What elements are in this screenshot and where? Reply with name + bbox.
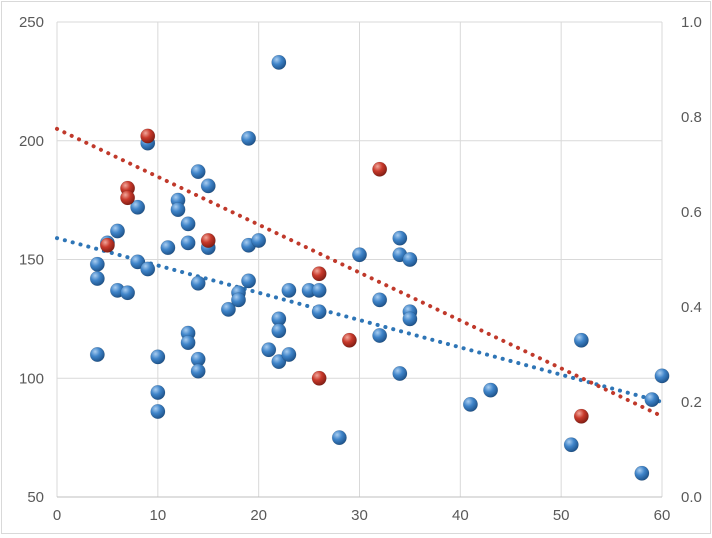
data-point-series-1 — [462, 396, 478, 412]
data-point-series-1 — [180, 216, 196, 232]
data-point-series-1 — [190, 164, 206, 180]
data-point-series-1 — [251, 233, 267, 249]
data-point-series-1 — [180, 335, 196, 351]
data-point-series-1 — [120, 285, 136, 301]
data-point-series-2 — [573, 408, 589, 424]
x-tick-label: 10 — [149, 507, 166, 524]
data-point-series-1 — [150, 384, 166, 400]
data-point-series-1 — [190, 275, 206, 291]
grid-lines — [56, 21, 663, 498]
data-point-series-1 — [200, 178, 216, 194]
data-point-series-1 — [89, 346, 105, 362]
y-tick-label: 200 — [19, 133, 44, 150]
y-tick-label: 50 — [27, 489, 44, 506]
y2-tick-label: 0.6 — [681, 204, 702, 221]
y-tick-label: 250 — [19, 14, 44, 31]
x-tick-label: 60 — [654, 507, 671, 524]
data-point-series-1 — [311, 282, 327, 298]
data-point-series-1 — [392, 230, 408, 246]
data-point-series-1 — [110, 223, 126, 239]
x-tick-label: 0 — [53, 507, 61, 524]
data-point-series-1 — [190, 363, 206, 379]
data-point-series-2 — [99, 237, 115, 253]
data-point-series-1 — [130, 199, 146, 215]
data-point-series-1 — [281, 346, 297, 362]
data-point-series-2 — [200, 233, 216, 249]
data-point-series-1 — [241, 273, 257, 289]
data-point-series-1 — [271, 323, 287, 339]
data-point-series-1 — [150, 403, 166, 419]
data-point-series-1 — [271, 54, 287, 70]
data-point-series-1 — [130, 254, 146, 270]
x-tick-label: 40 — [452, 507, 469, 524]
data-point-series-1 — [140, 261, 156, 277]
data-point-series-1 — [654, 368, 670, 384]
y-tick-label: 100 — [19, 370, 44, 387]
data-point-series-1 — [331, 430, 347, 446]
data-point-series-1 — [402, 252, 418, 268]
data-point-series-1 — [372, 327, 388, 343]
trendline-series-1 — [55, 236, 664, 404]
x-tick-label: 50 — [553, 507, 570, 524]
data-point-series-1 — [372, 292, 388, 308]
data-points — [89, 54, 670, 481]
data-point-series-1 — [573, 332, 589, 348]
y2-tick-label: 1.0 — [681, 14, 702, 31]
data-point-series-1 — [220, 301, 236, 317]
data-point-series-1 — [351, 247, 367, 263]
data-point-series-1 — [402, 311, 418, 327]
x-tick-label: 20 — [250, 507, 267, 524]
y-tick-label: 150 — [19, 252, 44, 269]
data-point-series-1 — [160, 240, 176, 256]
data-point-series-2 — [311, 266, 327, 282]
data-point-series-1 — [150, 349, 166, 365]
data-point-series-2 — [341, 332, 357, 348]
trendlines — [55, 126, 664, 419]
y2-tick-label: 0.8 — [681, 109, 702, 126]
data-point-series-1 — [281, 282, 297, 298]
data-point-series-1 — [261, 342, 277, 358]
y2-tick-label: 0.2 — [681, 394, 702, 411]
data-point-series-1 — [180, 235, 196, 251]
data-point-series-1 — [231, 292, 247, 308]
data-point-series-1 — [483, 382, 499, 398]
data-point-series-1 — [392, 365, 408, 381]
y2-tick-label: 0.0 — [681, 489, 702, 506]
data-point-series-1 — [311, 304, 327, 320]
tick-labels: 0 10 20 30 40 50 60 50 100 150 200 250 0.0 0.2 0.4 0.6 0… — [19, 14, 702, 524]
x-tick-label: 30 — [351, 507, 368, 524]
data-point-series-1 — [89, 270, 105, 286]
data-point-series-2 — [120, 190, 136, 206]
y2-tick-label: 0.4 — [681, 299, 702, 316]
data-point-series-2 — [311, 370, 327, 386]
trendline-series-2 — [55, 126, 664, 419]
data-point-series-1 — [170, 202, 186, 218]
data-point-series-1 — [644, 392, 660, 408]
data-point-series-1 — [563, 437, 579, 453]
data-point-series-2 — [140, 128, 156, 144]
data-point-series-1 — [271, 354, 287, 370]
data-point-series-1 — [241, 130, 257, 146]
data-point-series-2 — [372, 161, 388, 177]
data-point-series-1 — [89, 256, 105, 272]
data-point-series-1 — [634, 465, 650, 481]
